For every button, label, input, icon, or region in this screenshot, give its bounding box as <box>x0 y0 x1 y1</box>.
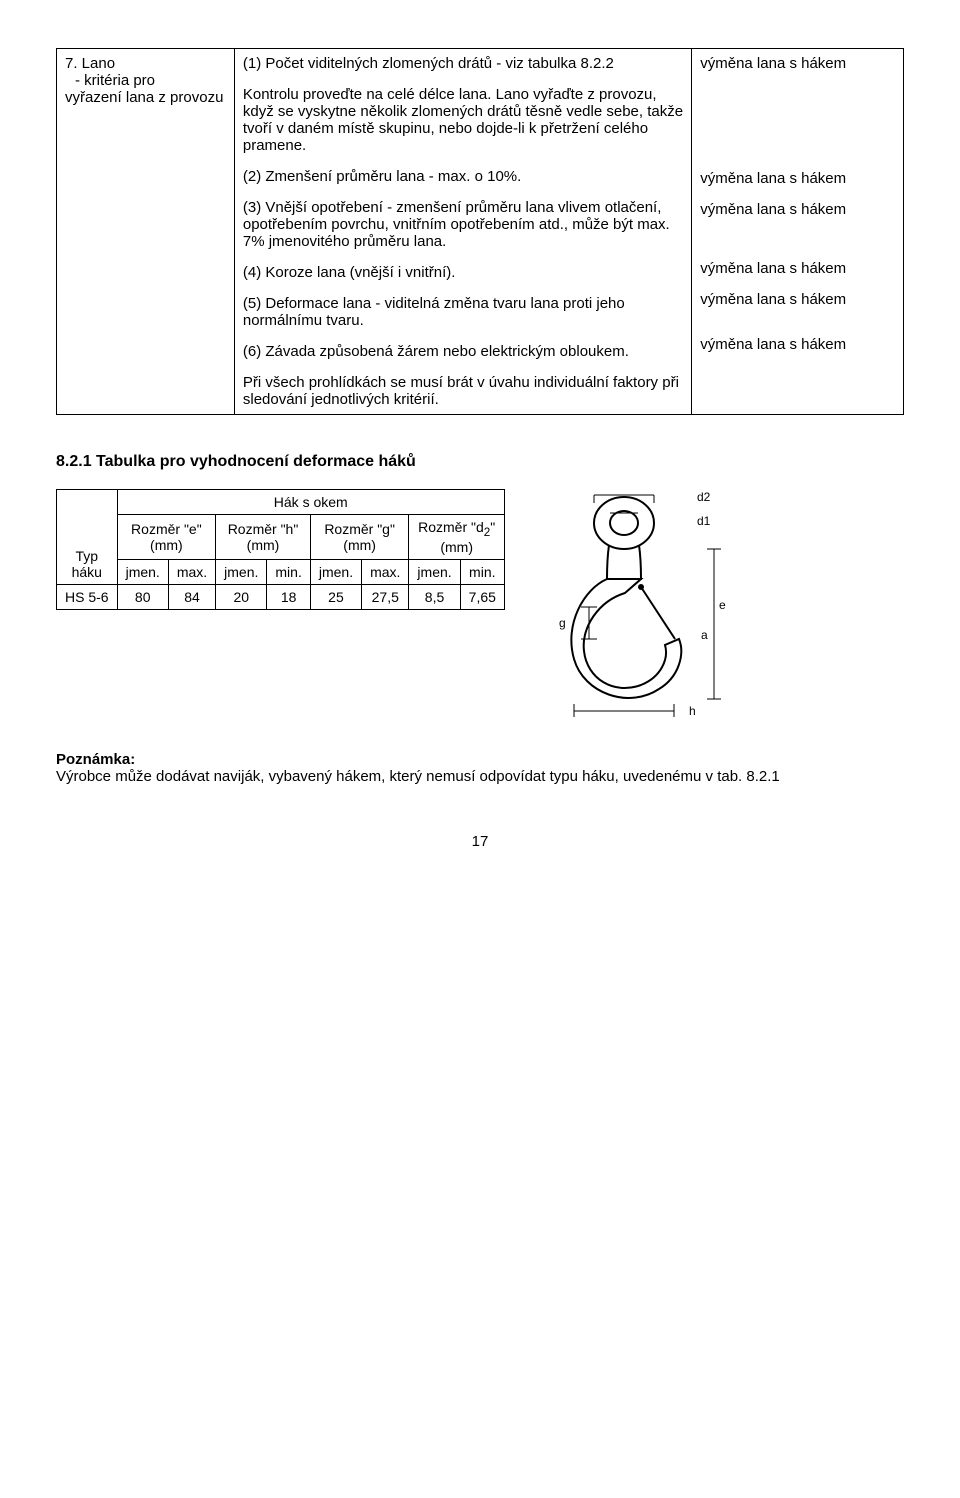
right-r4: výměna lana s hákem <box>700 260 895 277</box>
row7-sub2: vyřazení lana z provozu <box>65 89 226 106</box>
page-number: 17 <box>56 833 904 850</box>
hook-col-g-mm: (mm) <box>319 537 401 553</box>
hook-sub-g-max: max. <box>362 559 409 584</box>
hook-typ1: Typ <box>65 548 109 564</box>
hook-col-d2: Rozměr "d2" (mm) <box>409 515 504 560</box>
hook-sub-e-max: max. <box>168 559 215 584</box>
hook-v3: 18 <box>267 584 310 609</box>
right-r2: výměna lana s hákem <box>700 170 895 187</box>
hook-col-e-label: Rozměr "e" <box>126 521 208 537</box>
hook-row-label: HS 5-6 <box>57 584 118 609</box>
hook-v1: 84 <box>168 584 215 609</box>
criteria-left-cell: 7. Lano - kritéria pro vyřazení lana z p… <box>57 49 235 415</box>
hook-col-h: Rozměr "h" (mm) <box>216 515 311 560</box>
hook-v5: 27,5 <box>362 584 409 609</box>
hook-col-g-label: Rozměr "g" <box>319 521 401 537</box>
criteria-mid-cell: (1) Počet viditelných zlomených drátů - … <box>234 49 691 415</box>
hook-sub-e-jmen: jmen. <box>117 559 168 584</box>
row7-sub1: - kritéria pro <box>65 72 226 89</box>
hook-v7: 7,65 <box>460 584 504 609</box>
row7-title: 7. Lano <box>65 55 226 72</box>
right-r1: výměna lana s hákem <box>700 55 895 72</box>
mid-p5: (5) Deformace lana - viditelná změna tva… <box>243 295 683 329</box>
hook-typ-cell: Typ háku <box>57 490 118 585</box>
mid-p6: (6) Závada způsobená žárem nebo elektric… <box>243 343 683 360</box>
hook-sub-d2-jmen: jmen. <box>409 559 460 584</box>
note-block: Poznámka: Výrobce může dodávat naviják, … <box>56 751 904 785</box>
hook-v4: 25 <box>310 584 361 609</box>
hook-col-g: Rozměr "g" (mm) <box>310 515 409 560</box>
right-r5: výměna lana s hákem <box>700 291 895 308</box>
heading-821: 8.2.1 Tabulka pro vyhodnocení deformace … <box>56 453 904 471</box>
hook-sub-d2-min: min. <box>460 559 504 584</box>
note-label: Poznámka: <box>56 751 904 768</box>
mid-p2: (2) Zmenšení průměru lana - max. o 10%. <box>243 168 683 185</box>
hook-sub-h-jmen: jmen. <box>216 559 267 584</box>
diagram-label-e: e <box>719 598 726 612</box>
hook-col-h-mm: (mm) <box>224 537 302 553</box>
diagram-label-a: a <box>701 628 708 642</box>
hook-section: Typ háku Hák s okem Rozměr "e" (mm) Rozm… <box>56 489 904 719</box>
mid-p1b: Kontrolu proveďte na celé délce lana. La… <box>243 86 683 154</box>
criteria-right-cell: výměna lana s hákem výměna lana s hákem … <box>692 49 904 415</box>
diagram-label-d2: d2 <box>697 490 711 504</box>
note-text: Výrobce může dodávat naviják, vybavený h… <box>56 768 904 785</box>
mid-p7: Při všech prohlídkách se musí brát v úva… <box>243 374 683 408</box>
hook-v6: 8,5 <box>409 584 460 609</box>
hook-col-h-label: Rozměr "h" <box>224 521 302 537</box>
mid-p3: (3) Vnější opotřebení - zmenšení průměru… <box>243 199 683 250</box>
hook-col-e-mm: (mm) <box>126 537 208 553</box>
hook-col-d2-post: " <box>490 519 495 535</box>
hook-diagram: d2 d1 g a e h <box>529 489 729 719</box>
hook-sub-g-jmen: jmen. <box>310 559 361 584</box>
diagram-label-h: h <box>689 704 696 718</box>
hook-table: Typ háku Hák s okem Rozměr "e" (mm) Rozm… <box>56 489 505 610</box>
hook-top: Hák s okem <box>117 490 504 515</box>
diagram-label-d1: d1 <box>697 514 711 528</box>
hook-typ2: háku <box>65 564 109 580</box>
right-r6: výměna lana s hákem <box>700 336 895 353</box>
mid-p4: (4) Koroze lana (vnější i vnitřní). <box>243 264 683 281</box>
criteria-table: 7. Lano - kritéria pro vyřazení lana z p… <box>56 48 904 415</box>
mid-p1a: (1) Počet viditelných zlomených drátů - … <box>243 55 683 72</box>
hook-col-d2-mm: (mm) <box>417 539 495 555</box>
diagram-label-g: g <box>559 616 566 630</box>
hook-v2: 20 <box>216 584 267 609</box>
hook-col-e: Rozměr "e" (mm) <box>117 515 216 560</box>
right-r3: výměna lana s hákem <box>700 201 895 218</box>
hook-v0: 80 <box>117 584 168 609</box>
hook-col-d2-pre: Rozměr "d <box>418 519 484 535</box>
hook-sub-h-min: min. <box>267 559 310 584</box>
